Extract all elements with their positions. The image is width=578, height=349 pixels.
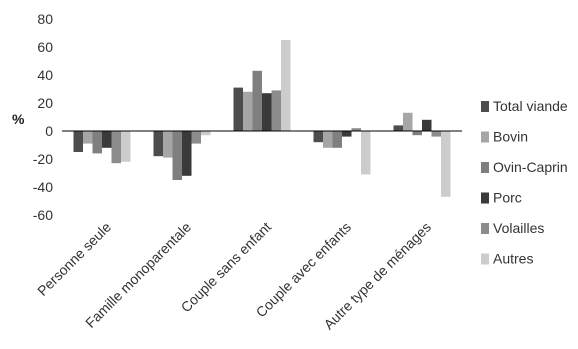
y-axis-label: % (12, 111, 25, 127)
bar-autres-4 (441, 131, 451, 197)
bar-volailles-0 (111, 131, 121, 164)
legend-label: Autres (493, 251, 533, 267)
bar-total-viande-4 (393, 125, 403, 131)
bar-bovin-0 (83, 131, 93, 144)
legend-label: Ovin-Caprin (493, 159, 568, 175)
bar-ovin-caprin-0 (92, 131, 102, 154)
legend: Total viande Bovin Ovin-Caprin Porc Volaille… (481, 98, 568, 267)
bar-ovin-caprin-2 (252, 70, 262, 131)
y-tick-label: 80 (37, 11, 53, 27)
y-axis: 80 60 40 20 0 -20 -40 -60 (33, 11, 53, 223)
bar-porc-0 (102, 131, 112, 148)
y-tick-label: -40 (33, 179, 53, 195)
bar-volailles-1 (191, 131, 201, 144)
bar-volailles-3 (351, 128, 361, 131)
y-tick-label: -20 (33, 151, 53, 167)
bar-autres-0 (121, 131, 131, 162)
bar-volailles-2 (271, 90, 281, 131)
bar-porc-4 (422, 119, 432, 131)
bar-bovin-2 (243, 91, 253, 131)
y-tick-label: 0 (45, 123, 53, 139)
x-tick-label: Personne seule (34, 219, 114, 299)
y-tick-label: 40 (37, 67, 53, 83)
legend-label: Porc (493, 190, 522, 206)
bar-ovin-caprin-3 (332, 131, 342, 148)
legend-label: Bovin (493, 129, 528, 145)
bar-total-viande-0 (73, 131, 83, 152)
bars-group (73, 40, 451, 197)
bar-bovin-3 (323, 131, 333, 148)
bar-autres-1 (201, 131, 211, 136)
y-tick-label: 60 (37, 39, 53, 55)
y-tick-label: 20 (37, 95, 53, 111)
bar-ovin-caprin-4 (412, 131, 422, 136)
legend-swatch (481, 101, 489, 112)
bar-porc-3 (342, 131, 352, 137)
legend-swatch (481, 253, 489, 265)
legend-swatch (481, 192, 489, 204)
bar-porc-2 (262, 93, 272, 131)
bar-autres-3 (361, 131, 371, 175)
bar-autres-2 (281, 40, 291, 131)
legend-label: Total viande (493, 98, 568, 114)
y-tick-label: -60 (33, 207, 53, 223)
bar-total-viande-3 (313, 131, 323, 143)
bar-total-viande-2 (233, 87, 243, 131)
bar-bovin-1 (163, 131, 173, 158)
legend-swatch (481, 223, 489, 234)
bar-volailles-4 (431, 131, 441, 137)
bar-total-viande-1 (153, 131, 163, 157)
legend-swatch (481, 162, 489, 173)
legend-label: Volailles (493, 220, 544, 236)
bar-porc-1 (182, 131, 192, 176)
bar-bovin-4 (403, 112, 413, 131)
legend-swatch (481, 131, 489, 143)
bar-ovin-caprin-1 (172, 131, 182, 180)
